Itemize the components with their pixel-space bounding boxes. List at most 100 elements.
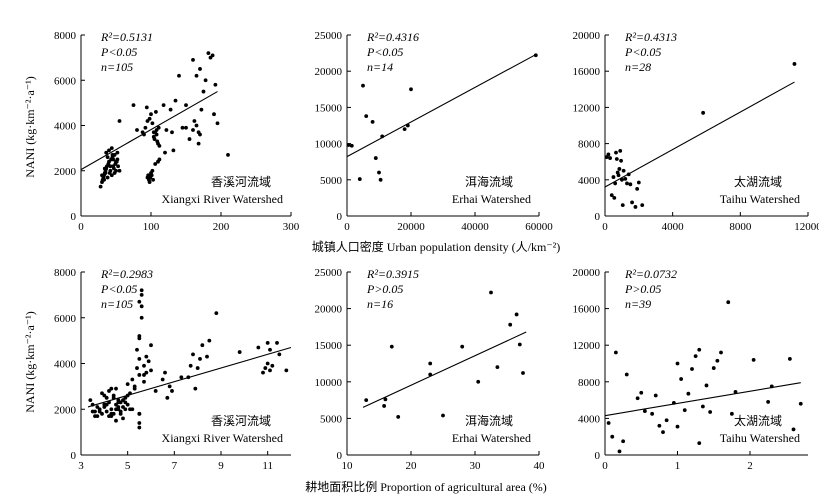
data-point [153,389,158,393]
x-tick-label: 7 [172,460,178,472]
data-point [149,343,153,348]
trend-line [604,382,801,417]
data-point [103,171,108,175]
data-point [206,51,211,55]
data-point [171,148,176,153]
x-tick-label: 300 [283,221,300,233]
trend-line [80,91,218,171]
data-point [151,177,156,182]
data-point [125,382,130,386]
data-point [700,404,705,409]
data-point [617,167,622,171]
data-point [196,130,201,135]
data-point [121,405,125,409]
x-tick-label: 20 [406,460,418,472]
data-point [107,148,111,153]
watershed-name-cn: 太湖流域 [734,174,782,189]
data-point [107,389,111,393]
data-point [661,430,665,435]
data-point [215,121,220,126]
data-point [105,155,110,160]
data-point [625,181,629,186]
data-point [284,368,289,373]
y-tick-label: 8000 [578,139,601,151]
x-tick-label: 0 [602,460,608,472]
data-point [105,175,110,180]
data-point [109,407,114,412]
y-tick-label: 0 [337,211,343,223]
data-point [268,368,272,373]
data-point [152,137,157,141]
stat-label: R²=0.4313 [624,30,677,44]
data-point [199,107,204,112]
y-tick-label: 20000 [315,304,343,316]
stat-label: n=105 [101,60,133,74]
data-point [514,312,519,317]
data-point [277,352,282,357]
data-point [214,311,219,316]
data-point [726,300,731,305]
data-point [144,370,149,375]
stat-label: P<0.05 [624,45,661,59]
data-point [146,359,151,364]
data-point [611,175,616,179]
data-point [193,386,198,391]
data-point [156,125,161,130]
data-point [617,449,622,454]
data-point [396,415,401,419]
data-point [265,361,270,366]
data-point [142,373,146,377]
data-point [118,409,123,414]
data-point [98,184,103,189]
data-point [88,398,93,402]
data-point [90,409,95,414]
y-tick-label: 25000 [315,30,343,42]
data-point [613,350,618,355]
watershed-name-cn: 香溪河流域 [211,175,271,189]
data-point [100,391,104,396]
y-tick-label: 16000 [573,66,601,78]
data-point [261,370,265,375]
watershed-name-cn: 香溪河流域 [211,414,271,428]
data-point [701,110,706,115]
data-point [104,395,109,400]
y-tick-label: 0 [71,450,77,462]
y-tick-label: 12000 [573,340,601,352]
y-tick-label: 10000 [315,139,343,151]
data-point [117,119,122,123]
data-point [168,107,173,112]
watershed-name-en: Taihu Watershed [720,192,800,206]
data-point [715,358,720,363]
data-point [117,168,122,173]
data-point [766,400,771,404]
data-point [653,393,658,398]
data-point [109,173,114,178]
data-point [104,409,109,414]
y-tick-label: 8000 [578,377,601,389]
y-tick-label: 2000 [54,166,77,178]
data-point [508,322,513,327]
panel-bottom-xiangxi: 3 5 7 9 11 0 2000 4000 6000 8000 R²=0.2983P<0.05n=… [54,267,292,472]
watershed-name-en: Xiangxi River Watershed [162,192,283,206]
x-tick-label: 60000 [525,221,553,233]
data-point [711,366,716,370]
y-tick-label: 0 [337,450,343,462]
data-point [708,410,713,414]
data-point [170,389,174,393]
data-point [389,344,394,349]
y-tick-label: 5000 [320,413,343,425]
data-point [194,73,199,78]
x-tick-label: 10 [342,460,354,472]
watershed-name-en: Xiangxi River Watershed [162,431,283,445]
y-tick-label: 12000 [573,102,601,114]
data-point [116,405,121,409]
data-point [489,290,493,295]
data-point [151,130,156,135]
y-tick-label: 4000 [578,175,601,187]
data-point [187,137,192,141]
watershed-name-en: Taihu Watershed [720,431,800,445]
data-point [149,173,154,178]
data-point [102,402,107,407]
data-point [121,416,125,421]
stat-label: P<0.05 [100,45,137,59]
